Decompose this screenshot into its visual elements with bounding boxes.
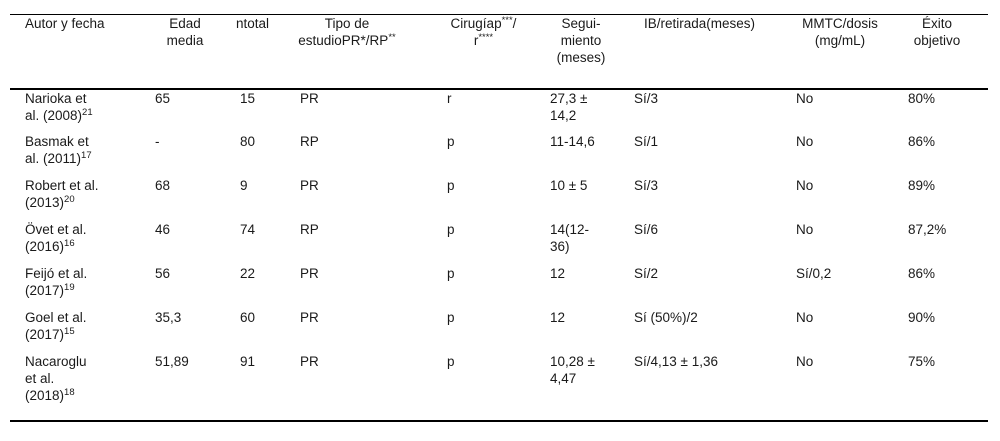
table-body: Narioka et al. (2008)21 65 15 PR r 27,3 ±14,2 S…	[10, 89, 988, 421]
table-row-feijo-2017: Feijó et al. (2017)19 56 22 PR p 12 Sí/2 Sí/0,2 8…	[10, 265, 988, 309]
cell-exito-objetivo: 75%	[908, 353, 936, 369]
cell-autor-y-fecha: Narioka et al. (2008)21	[25, 90, 93, 123]
cell-seguimiento-meses: 12	[550, 265, 566, 281]
cell-cirugia: p	[447, 265, 455, 281]
cell-ib-retirada-meses: Sí/1	[634, 133, 659, 149]
cell-ntotal: 9	[240, 177, 248, 193]
table-row-basmak-2011: Basmak et al. (2011)17 - 80 RP p 11-14,6 Sí/1 No…	[10, 133, 988, 177]
column-header-tipo-de-estudio: Tipo de estudioPR*/RP**	[283, 14, 400, 90]
superscript: ****	[478, 32, 494, 43]
column-header-ib-retirada-meses: IB/retirada(meses)	[617, 14, 782, 90]
cell-cirugia: p	[447, 221, 455, 237]
cell-edad-media: 65	[155, 90, 171, 106]
cell-seguimiento-meses: 27,3 ±14,2	[550, 90, 588, 123]
table-header: Autor y fecha Edad media ntotal Tipo de estud…	[10, 14, 988, 90]
cell-autor-y-fecha: Basmak et al. (2011)17	[25, 133, 92, 166]
cell-mmtc-dosis: No	[796, 353, 814, 369]
cell-tipo-de-estudio: PR	[300, 309, 319, 325]
superscript: 19	[64, 281, 75, 293]
cell-seguimiento-meses: 14(12- 36)	[550, 221, 590, 254]
cell-ntotal: 91	[240, 353, 256, 369]
column-header-ntotal: ntotal	[222, 14, 283, 90]
cell-exito-objetivo: 86%	[908, 133, 936, 149]
cell-seguimiento-meses: 12	[550, 309, 566, 325]
cell-tipo-de-estudio: PR	[300, 177, 319, 193]
table-row-ovet-2016: Övet et al. (2016)16 46 74 RP p 14(12- 36) Sí/6 N…	[10, 221, 988, 265]
cell-tipo-de-estudio: RP	[300, 133, 319, 149]
table-row-nacaroglu-2018: Nacaroglu et al. (2018)18 51,89 91 PR p 10,28 ±…	[10, 353, 988, 421]
superscript: 18	[64, 386, 75, 398]
cell-ib-retirada-meses: Sí/2	[634, 265, 659, 281]
cell-autor-y-fecha: Feijó et al. (2017)19	[25, 265, 88, 298]
cell-edad-media: 68	[155, 177, 171, 193]
cell-mmtc-dosis: No	[796, 221, 814, 237]
superscript: ***	[501, 15, 513, 26]
cell-autor-y-fecha: Nacaroglu et al. (2018)18	[25, 353, 87, 403]
cell-ib-retirada-meses: Sí (50%)/2	[634, 309, 698, 325]
cell-ib-retirada-meses: Sí/3	[634, 90, 659, 106]
cell-tipo-de-estudio: PR	[300, 90, 319, 106]
cell-cirugia: p	[447, 353, 455, 369]
cell-exito-objetivo: 90%	[908, 309, 936, 325]
cell-cirugia: p	[447, 309, 455, 325]
cell-tipo-de-estudio: PR	[300, 353, 319, 369]
cell-ib-retirada-meses: Sí/6	[634, 221, 659, 237]
cell-ntotal: 80	[240, 133, 256, 149]
cell-exito-objetivo: 86%	[908, 265, 936, 281]
cell-exito-objetivo: 87,2%	[908, 221, 947, 237]
superscript: 20	[64, 193, 75, 205]
cell-exito-objetivo: 80%	[908, 90, 936, 106]
cell-tipo-de-estudio: RP	[300, 221, 319, 237]
superscript: **	[388, 32, 396, 43]
cell-mmtc-dosis: No	[796, 177, 814, 193]
column-header-seguimiento-meses: Segui-miento (meses)	[524, 14, 617, 90]
cell-mmtc-dosis: No	[796, 133, 814, 149]
cell-autor-y-fecha: Robert et al. (2013)20	[25, 177, 99, 210]
cell-edad-media: 56	[155, 265, 171, 281]
cell-edad-media: 51,89	[155, 353, 189, 369]
cell-ntotal: 15	[240, 90, 256, 106]
studies-table-container: Autor y fecha Edad media ntotal Tipo de estud…	[10, 14, 988, 422]
cell-autor-y-fecha: Goel et al. (2017)15	[25, 309, 87, 342]
column-header-mmtc-dosis: MMTC/dosis (mg/mL)	[782, 14, 893, 90]
cell-edad-media: 35,3	[155, 309, 182, 325]
cell-seguimiento-meses: 11-14,6	[550, 133, 595, 149]
cell-ntotal: 74	[240, 221, 256, 237]
cell-mmtc-dosis: Sí/0,2	[796, 265, 832, 281]
cell-edad-media: -	[155, 133, 160, 149]
column-header-cirugia: Cirugíap***/r****	[400, 14, 524, 90]
cell-edad-media: 46	[155, 221, 171, 237]
column-header-edad-media: Edad media	[140, 14, 222, 90]
superscript: 17	[81, 149, 92, 161]
column-header-autor-y-fecha: Autor y fecha	[10, 14, 140, 90]
table-row-robert-2013: Robert et al. (2013)20 68 9 PR p 10 ± 5 Sí/3 No 8…	[10, 177, 988, 221]
superscript: 15	[64, 325, 75, 337]
studies-table: Autor y fecha Edad media ntotal Tipo de estud…	[10, 14, 988, 422]
table-header-row: Autor y fecha Edad media ntotal Tipo de estud…	[10, 14, 988, 90]
column-header-exito-objetivo: Éxito objetivo	[893, 14, 988, 90]
table-row-narioka-2008: Narioka et al. (2008)21 65 15 PR r 27,3 ±14,2 S…	[10, 89, 988, 133]
superscript: 21	[82, 106, 93, 118]
cell-autor-y-fecha: Övet et al. (2016)16	[25, 221, 87, 254]
cell-ntotal: 22	[240, 265, 256, 281]
cell-cirugia: r	[447, 90, 452, 106]
cell-seguimiento-meses: 10,28 ±4,47	[550, 353, 595, 386]
cell-mmtc-dosis: No	[796, 90, 814, 106]
cell-mmtc-dosis: No	[796, 309, 814, 325]
table-row-goel-2017: Goel et al. (2017)15 35,3 60 PR p 12 Sí (50%)/2…	[10, 309, 988, 353]
cell-ntotal: 60	[240, 309, 256, 325]
cell-seguimiento-meses: 10 ± 5	[550, 177, 588, 193]
cell-tipo-de-estudio: PR	[300, 265, 319, 281]
cell-cirugia: p	[447, 177, 455, 193]
cell-exito-objetivo: 89%	[908, 177, 936, 193]
cell-ib-retirada-meses: Sí/4,13 ± 1,36	[634, 353, 718, 369]
cell-cirugia: p	[447, 133, 455, 149]
cell-ib-retirada-meses: Sí/3	[634, 177, 659, 193]
superscript: 16	[64, 237, 75, 249]
